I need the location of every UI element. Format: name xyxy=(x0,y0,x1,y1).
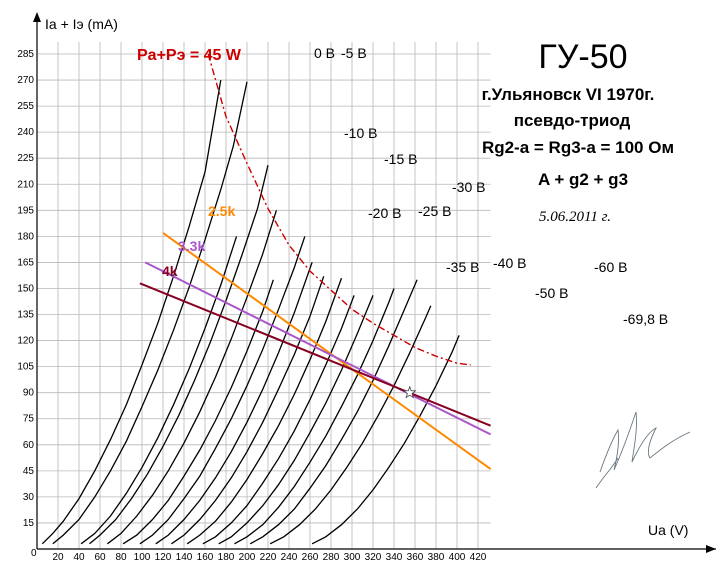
date-label: 5.06.2011 г. xyxy=(539,209,611,225)
y-axis-arrow xyxy=(33,12,41,22)
max-dissipation-curve xyxy=(207,53,471,366)
plate-curve xyxy=(269,305,432,545)
y-tick-label: 60 xyxy=(23,440,35,451)
plate-curve xyxy=(122,279,274,545)
plate-curve xyxy=(107,210,278,545)
load-line xyxy=(139,282,491,427)
plate-curve xyxy=(89,165,269,545)
curve-label: -60 В xyxy=(594,259,627,275)
plate-curve xyxy=(218,295,374,545)
plate-curve xyxy=(155,262,313,545)
x-tick-label: 240 xyxy=(281,552,298,563)
load-lines xyxy=(139,232,492,470)
operating-point xyxy=(402,385,417,399)
info-line-resistors: Rg2-a = Rg3-a = 100 Ом xyxy=(482,138,674,157)
x-tick-label: 320 xyxy=(365,552,382,563)
load-line xyxy=(162,232,492,470)
x-tick-label: 300 xyxy=(344,552,361,563)
curve-label: -69,8 В xyxy=(623,311,668,327)
x-tick-label: 280 xyxy=(323,552,340,563)
curve-label: -35 В xyxy=(446,259,479,275)
curve-label: -15 В xyxy=(384,151,417,167)
y-tick-label: 270 xyxy=(17,75,34,86)
y-tick-label: 105 xyxy=(17,362,34,373)
curve-label: -20 В xyxy=(368,205,401,221)
x-tick-label: 420 xyxy=(470,552,487,563)
curve-label: -40 В xyxy=(493,255,526,271)
y-tick-label: 30 xyxy=(23,492,35,503)
origin-label: 0 xyxy=(31,548,37,559)
load-label-2-5k: 2.5k xyxy=(208,203,235,219)
signature-mark xyxy=(595,411,691,489)
x-tick-label: 80 xyxy=(115,552,127,563)
y-tick-label: 225 xyxy=(17,153,34,164)
x-tick-label: 100 xyxy=(134,552,151,563)
max-dissipation-line xyxy=(207,53,471,366)
y-tick-label: 150 xyxy=(17,283,34,294)
x-tick-label: 260 xyxy=(302,552,319,563)
x-tick-label: 340 xyxy=(386,552,403,563)
x-tick-label: 380 xyxy=(428,552,445,563)
y-tick-label: 15 xyxy=(23,518,35,529)
plate-curve xyxy=(249,279,418,545)
x-tick-label: 140 xyxy=(176,552,193,563)
y-tick-label: 180 xyxy=(17,231,34,242)
curve-label: 0 В xyxy=(314,45,335,61)
x-tick-label: 20 xyxy=(52,552,64,563)
x-tick-label: 400 xyxy=(449,552,466,563)
chart-title: ГУ-50 xyxy=(538,38,627,76)
y-tick-label: 45 xyxy=(23,466,35,477)
operating-point-star xyxy=(402,385,417,399)
curve-label: -10 В xyxy=(344,125,377,141)
plate-curve xyxy=(202,295,355,545)
x-tick-label: 200 xyxy=(239,552,256,563)
x-tick-label: 60 xyxy=(94,552,106,563)
y-tick-label: 240 xyxy=(17,127,34,138)
curve-label: -30 В xyxy=(452,179,485,195)
plate-curve xyxy=(171,276,325,545)
x-tick-label: 360 xyxy=(407,552,424,563)
info-line-mode: псевдо-триод xyxy=(514,111,631,130)
y-tick-label: 285 xyxy=(17,49,34,60)
load-label-4k: 4k xyxy=(162,263,178,279)
load-label-3-3k: 3.3k xyxy=(178,238,205,254)
x-tick-label: 160 xyxy=(197,552,214,563)
plate-curve xyxy=(234,288,395,545)
y-tick-label: 255 xyxy=(17,101,34,112)
y-tick-label: 75 xyxy=(23,414,35,425)
y-tick-label: 210 xyxy=(17,179,34,190)
x-tick-label: 120 xyxy=(155,552,172,563)
x-tick-label: 40 xyxy=(73,552,85,563)
y-tick-label: 135 xyxy=(17,310,34,321)
x-axis-arrow xyxy=(706,545,716,553)
plate-curve xyxy=(139,236,306,545)
x-axis-label: Ua (V) xyxy=(648,522,688,538)
y-tick-label: 195 xyxy=(17,205,34,216)
y-tick-label: 90 xyxy=(23,388,35,399)
tick-labels: 20 40 60 80 100 120 140 160 180 200 220 240 260 280 30… xyxy=(17,49,486,563)
info-line-connection: A + g2 + g3 xyxy=(538,170,628,189)
plate-curve xyxy=(52,81,248,545)
curve-labels: 0 В -5 В -10 В -15 В -20 В -25 В-30 В -35 В -40… xyxy=(314,45,668,327)
x-tick-label: 220 xyxy=(260,552,277,563)
max-dissipation-label: Pa+Pэ = 45 W xyxy=(137,47,242,64)
x-tick-label: 180 xyxy=(218,552,235,563)
plate-curve xyxy=(41,79,222,545)
plate-curve xyxy=(80,236,238,545)
y-axis-label: Ia + Iэ (mA) xyxy=(45,16,118,32)
plate-curve xyxy=(311,335,460,545)
curve-label: -50 В xyxy=(535,285,568,301)
curve-label: -5 В xyxy=(341,45,367,61)
axes xyxy=(33,12,716,553)
curve-label: -25 В xyxy=(418,203,451,219)
y-tick-label: 120 xyxy=(17,336,34,347)
info-line-origin: г.Ульяновск VI 1970г. xyxy=(482,85,655,104)
y-tick-label: 165 xyxy=(17,257,34,268)
load-line xyxy=(144,261,492,436)
